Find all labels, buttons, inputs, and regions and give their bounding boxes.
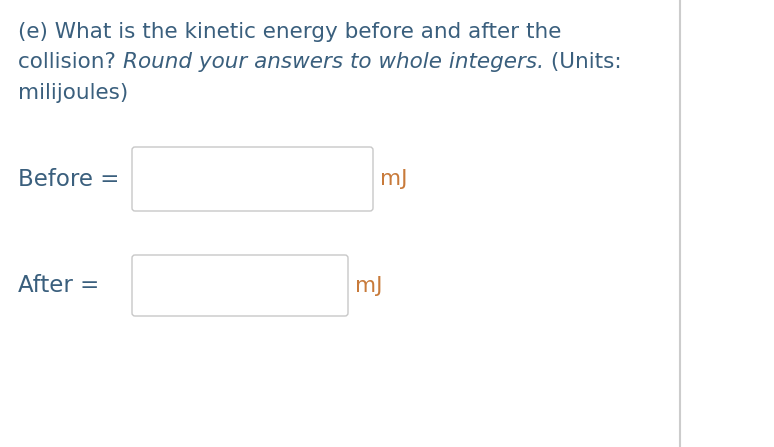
Text: mJ: mJ [380,169,407,189]
FancyBboxPatch shape [132,147,373,211]
Text: (Units:: (Units: [544,52,622,72]
Text: milijoules): milijoules) [18,83,128,103]
Text: (e) What is the kinetic energy before and after the: (e) What is the kinetic energy before an… [18,22,561,42]
Text: mJ: mJ [355,275,382,295]
Text: Round your answers to whole integers.: Round your answers to whole integers. [123,52,544,72]
Text: Before =: Before = [18,168,119,190]
Text: collision?: collision? [18,52,123,72]
Text: After =: After = [18,274,99,297]
FancyBboxPatch shape [132,255,348,316]
